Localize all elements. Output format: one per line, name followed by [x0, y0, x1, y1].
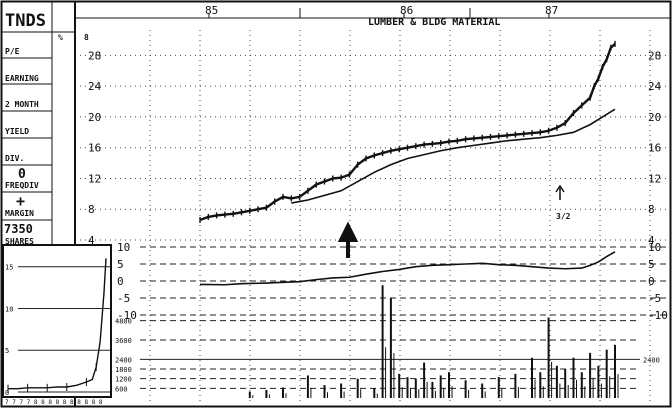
relative-strength-line — [199, 251, 616, 286]
x-year-label: 87 — [545, 4, 558, 17]
price-tick-label-right: 20 — [648, 111, 661, 124]
inset-chart: 15 10 5 0 — [5, 258, 110, 397]
margin-label: MARGIN — [5, 209, 34, 218]
price-tick-label-left: 12 — [88, 172, 101, 185]
rs-tick-label-right: -5 — [648, 292, 661, 305]
price-tick-label-left: 28 — [88, 49, 101, 62]
x-year-label: 85 — [205, 4, 218, 17]
price-tick-label-left: 8 — [88, 203, 95, 216]
inset-tick-label: 0 — [5, 389, 9, 397]
shares-value: 7350 — [4, 222, 33, 236]
series — [199, 40, 619, 398]
volume-tick-label: 600 — [115, 385, 128, 393]
volume-tick-label: 3600 — [115, 337, 132, 345]
div-value: 0 — [18, 167, 26, 182]
price-tick-label-right: 12 — [648, 172, 661, 185]
industry-group: LUMBER & BLDG MATERIAL — [368, 17, 500, 28]
rs-tick-label-left: 10 — [117, 241, 130, 254]
rs-tick-label-left: 0 — [117, 275, 124, 288]
div-label: DIV. — [5, 154, 24, 163]
rs-tick-label-left: -5 — [117, 292, 130, 305]
ticker-symbol: TNDS — [5, 11, 46, 31]
earning-label: EARNING — [5, 74, 39, 83]
volume-right-label: 2400 — [643, 356, 660, 364]
price-tick-label-right: 16 — [648, 142, 661, 155]
freqdiv-label: FREQDIV — [5, 181, 39, 190]
left-top-scale: 8 — [84, 33, 89, 42]
rs-tick-label-right: -10 — [648, 309, 668, 322]
rs-tick-label-left: 5 — [117, 258, 124, 271]
grid — [80, 30, 668, 402]
price-tick-label-left: 4 — [88, 234, 95, 247]
plus-sign: + — [16, 192, 25, 210]
moving-average-line — [291, 108, 616, 204]
split-annotation: 3/2 — [556, 212, 571, 221]
price-tick-label-right: 24 — [648, 80, 662, 93]
month-label: 2 MONTH — [5, 100, 39, 109]
left-row-separators — [2, 57, 52, 221]
inset-tick-label: 15 — [5, 264, 13, 272]
volume-tick-label: 2400 — [115, 356, 132, 364]
volume-tick-label: 1800 — [115, 366, 132, 374]
yield-label: YIELD — [5, 127, 29, 136]
price-tick-label-right: 28 — [648, 49, 661, 62]
inset-tick-label: 10 — [5, 305, 13, 313]
inset-frame — [2, 244, 112, 398]
breakout-arrow-icon — [337, 221, 359, 258]
price-tick-label-right: 8 — [648, 203, 655, 216]
rs-tick-label-left: -10 — [117, 309, 137, 322]
x-year-label: 86 — [400, 4, 413, 17]
price-line — [199, 42, 616, 222]
volume-tick-label: 1200 — [115, 376, 132, 384]
inset-tick-label: 5 — [5, 347, 9, 355]
inset-x-label: 7 7 7 7 8 8 8 8 8 8 8 8 8 8 — [5, 399, 103, 406]
price-tick-label-left: 20 — [88, 111, 101, 124]
volume-tick-label: 4800 — [115, 318, 132, 326]
rs-tick-label-right: 10 — [648, 241, 661, 254]
price-tick-label-left: 16 — [88, 142, 101, 155]
rs-tick-label-right: 5 — [648, 258, 655, 271]
pe-label: P/E — [5, 47, 20, 56]
rs-tick-label-right: 0 — [648, 275, 655, 288]
price-tick-label-right: 4 — [648, 234, 655, 247]
shares-label: SHARES — [5, 237, 34, 246]
price-tick-label-left: 24 — [88, 80, 102, 93]
split-arrow-icon — [555, 184, 565, 200]
percent-sign: % — [58, 33, 63, 42]
inset-series-line — [8, 258, 107, 390]
